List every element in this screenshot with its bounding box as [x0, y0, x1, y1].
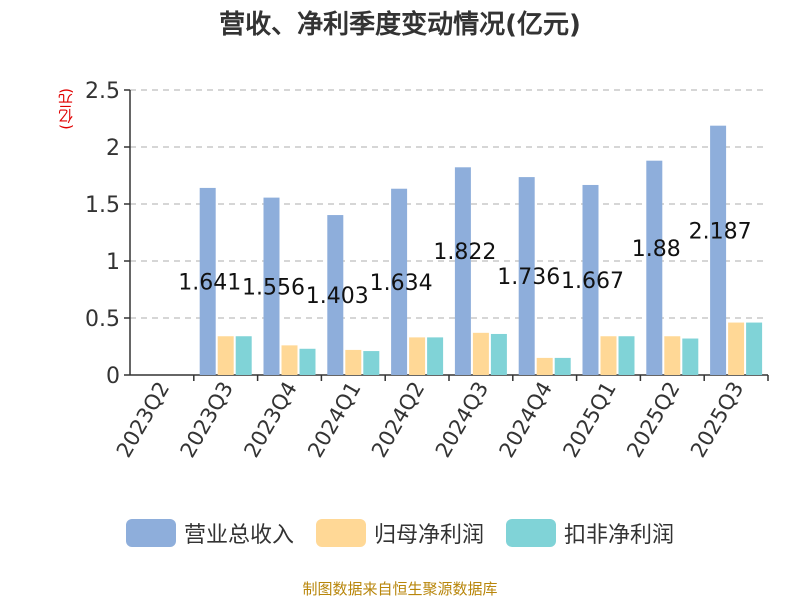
- bar-revenue: [646, 160, 663, 375]
- y-tick-label: 0: [106, 364, 120, 389]
- x-tick-label: 2025Q2: [622, 378, 684, 462]
- data-label: 1.641: [178, 270, 241, 295]
- bar-deducted-net-profit: [299, 348, 316, 375]
- x-tick-label: 2023Q2: [112, 378, 174, 462]
- bar-deducted-net-profit: [427, 337, 444, 375]
- bar-net-profit: [345, 349, 362, 375]
- chart-title: 营收、净利季度变动情况(亿元): [219, 10, 581, 40]
- bar-revenue: [327, 215, 344, 375]
- bar-net-profit: [536, 357, 553, 375]
- bar-net-profit: [281, 345, 298, 375]
- x-tick-label: 2025Q3: [686, 378, 748, 462]
- data-label: 1.88: [632, 237, 681, 262]
- bar-revenue: [454, 167, 471, 375]
- legend-label-net-profit: 归母净利润: [373, 523, 484, 548]
- y-tick-label: 1: [106, 250, 120, 275]
- bar-deducted-net-profit: [235, 336, 252, 375]
- bar-net-profit: [409, 337, 426, 375]
- bar-revenue: [710, 125, 727, 375]
- source-note: 制图数据来自恒生聚源数据库: [302, 580, 498, 598]
- legend-swatch-deducted-net-profit: [506, 519, 556, 547]
- legend-label-deducted-net-profit: 扣非净利润: [564, 523, 675, 548]
- data-label: 2.187: [689, 219, 752, 244]
- bar-deducted-net-profit: [490, 333, 507, 375]
- bar-net-profit: [217, 336, 234, 375]
- legend-swatch-net-profit: [315, 519, 366, 547]
- bar-revenue: [199, 187, 216, 375]
- bar-revenue: [582, 184, 599, 375]
- data-label: 1.634: [370, 271, 433, 296]
- y-tick-label: 1.5: [85, 193, 120, 218]
- bar-revenue: [263, 197, 280, 375]
- bar-deducted-net-profit: [363, 351, 380, 375]
- x-tick-label: 2024Q4: [495, 378, 557, 462]
- x-tick-label: 2024Q1: [303, 378, 365, 462]
- legend-item-revenue[interactable]: 营业总收入: [125, 517, 294, 549]
- data-label: 1.736: [497, 265, 560, 290]
- x-tick-label: 2024Q2: [367, 378, 429, 462]
- x-tick-label: 2023Q4: [239, 378, 301, 462]
- data-label: 1.667: [561, 269, 624, 294]
- bar-net-profit: [728, 322, 745, 375]
- y-tick-label: 2.5: [85, 79, 120, 104]
- bar-net-profit: [600, 336, 617, 375]
- y-tick-label: 2: [106, 136, 120, 161]
- bar-deducted-net-profit: [682, 338, 699, 375]
- x-tick-label: 2023Q3: [176, 378, 238, 462]
- data-label: 1.822: [433, 240, 496, 265]
- x-tick-label: 2025Q1: [558, 378, 620, 462]
- legend-swatch-revenue: [125, 519, 176, 547]
- legend-item-deducted-net-profit[interactable]: 扣非净利润: [506, 517, 674, 549]
- legend-item-net-profit[interactable]: 归母净利润: [315, 517, 484, 549]
- bar-deducted-net-profit: [618, 336, 635, 375]
- bar-net-profit: [472, 332, 489, 375]
- bar-revenue: [518, 177, 535, 375]
- legend-label-revenue: 营业总收入: [183, 523, 294, 548]
- bar-net-profit: [664, 336, 681, 375]
- legend: 营业总收入 归母净利润 扣非净利润: [0, 517, 800, 549]
- bar-deducted-net-profit: [554, 357, 571, 375]
- bar-deducted-net-profit: [746, 322, 763, 375]
- bar-revenue: [391, 188, 408, 375]
- x-tick-label: 2024Q3: [431, 378, 493, 462]
- data-label: 1.403: [306, 284, 369, 309]
- y-tick-label: 0.5: [85, 307, 120, 332]
- data-label: 1.556: [242, 275, 305, 300]
